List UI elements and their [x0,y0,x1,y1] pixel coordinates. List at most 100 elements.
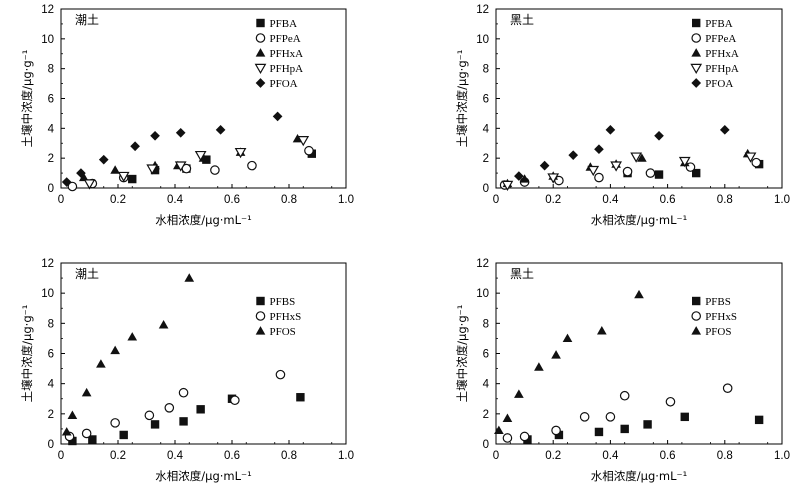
data-point-pfhxs [110,418,120,428]
y-tick-label: 2 [48,153,54,165]
y-tick-label: 0 [48,183,54,195]
x-tick-label: 1.0 [774,450,790,462]
legend-marker-pfoa [255,78,266,88]
data-point-pfbs [88,435,97,444]
data-point-pfos [127,332,138,341]
data-point-pfhpa [630,152,643,163]
data-point-pfpea [304,145,314,156]
legend-label-pfhxs: PFHxS [270,311,302,323]
data-point-pfos [562,333,573,343]
data-point-pfos [158,320,169,329]
legend-marker-pfhpa [254,63,267,75]
data-point-pfhxs [605,412,616,422]
data-point-pfhpa [547,173,560,184]
x-tick-label: 0.4 [602,450,619,462]
x-tick-label: 0.2 [110,450,126,462]
data-point-pfpea [67,181,78,192]
chart-panel-3: 0 0.2 0.4 0.6 0.8 1.0 0 2 4 6 8 10 12 水相浓度/μg·mL⁻¹ 土壤中… [20,258,354,483]
legend-marker-pfoa [691,78,702,88]
y-axis-title: 土壤中浓度/μg·g⁻¹ [20,50,34,148]
data-point-pfos [502,413,513,422]
data-point-pfos [534,362,544,371]
panel-title: 潮土 [75,266,99,281]
x-tick-label: 0.8 [281,194,297,206]
y-tick-label: 10 [41,288,54,300]
legend-marker-pfhxa [255,48,266,57]
x-axis-title: 水相浓度/μg·mL⁻¹ [591,213,687,227]
x-tick-label: 0 [493,194,499,206]
data-point-pfbs [296,393,305,402]
legend-marker-pfbs [256,296,265,306]
data-point-pfbs [594,427,604,437]
data-point-pfhpa [117,171,130,183]
data-point-pfoa [719,124,730,135]
y-tick-label: 10 [41,34,54,46]
y-tick-label: 8 [483,64,489,76]
x-tick-label: 0 [58,194,64,206]
series-pfhpa [83,136,310,190]
x-tick-label: 0.2 [545,194,561,206]
data-point-pfpea [594,172,604,183]
y-axis-title: 土壤中浓度/μg·g⁻¹ [20,305,34,403]
data-point-pfhpa [83,179,96,190]
x-tick-label: 0.2 [545,450,561,462]
x-axis-title: 水相浓度/μg·mL⁻¹ [155,469,251,483]
x-tick-label: 0.6 [224,450,240,462]
data-point-pfos [81,387,92,397]
series-pfoa [514,124,730,181]
data-point-pfos [67,410,78,419]
data-point-pfhxa [519,174,530,183]
data-point-pfhxs [178,387,189,398]
y-tick-label: 12 [41,258,54,270]
data-point-pfpea [247,160,257,171]
y-tick-label: 4 [48,379,55,391]
x-tick-label: 0.2 [110,194,126,206]
y-tick-label: 12 [476,258,489,270]
y-tick-label: 2 [483,153,489,165]
legend-marker-pfpea [691,33,701,43]
x-tick-label: 0.6 [224,194,240,206]
series-pfpea [67,145,314,192]
x-axis-title: 水相浓度/μg·mL⁻¹ [591,469,687,483]
data-point-pfbs [754,415,764,425]
data-point-pfoa [594,144,604,155]
legend-label-pfba: PFBA [270,18,298,30]
legend-marker-pfhxs [691,311,701,321]
legend-label-pfos: PFOS [270,326,296,338]
y-tick-label: 4 [483,379,490,391]
x-tick-label: 0.8 [717,450,733,462]
panel-title: 潮土 [75,12,99,27]
data-point-pfos [494,425,504,435]
y-tick-label: 8 [483,318,489,330]
legend-marker-pfba [692,18,701,28]
data-point-pfhpa [610,161,622,172]
x-tick-label: 0.8 [281,450,297,462]
data-point-pfba [654,170,664,179]
data-point-pfpea [622,166,633,177]
legend-marker-pfos [255,326,266,335]
series-pfhxs [502,383,733,443]
data-point-pfpea [751,157,762,168]
y-tick-label: 4 [48,123,55,135]
panel-title: 黑土 [510,267,534,281]
data-point-pfba [128,174,137,184]
data-point-pfbs [196,405,205,414]
data-point-pfhxa [637,153,647,162]
data-point-pfbs [150,420,160,429]
x-tick-label: 0 [493,450,499,462]
plot-frame [60,262,347,445]
legend-marker-pfhxs [255,311,266,321]
data-point-pfoa [215,124,226,135]
data-point-pfoa [272,111,283,122]
legend-label-pfoa: PFOA [705,78,733,90]
legend-label-pfpea: PFPeA [705,33,736,45]
x-tick-label: 1.0 [338,194,354,206]
series-pfoa [61,111,283,187]
y-tick-label: 2 [48,409,54,421]
y-tick-label: 12 [41,4,54,16]
legend-label-pfos: PFOS [705,326,731,338]
data-point-pfhxs [722,383,733,393]
y-tick-label: 6 [48,94,54,106]
x-tick-label: 1.0 [774,194,790,206]
chart-panel-1: 0 0.2 0.4 0.6 0.8 1.0 0 2 4 6 8 10 12 水相浓度/μg·mL⁻¹ 土壤中… [20,4,354,227]
